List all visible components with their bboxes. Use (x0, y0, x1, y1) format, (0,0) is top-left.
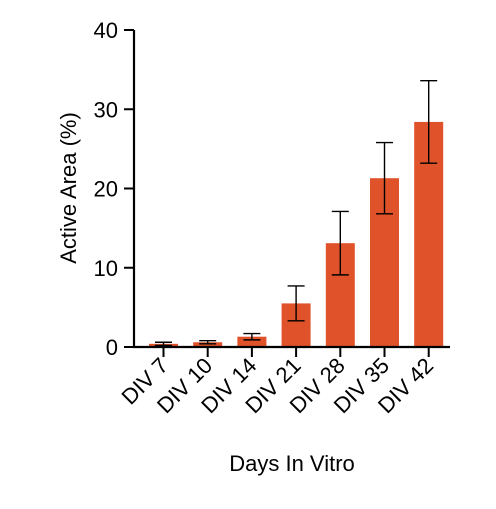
y-ticks-group: 0 10 20 30 40 (94, 18, 134, 360)
error-bar (155, 341, 172, 347)
error-bar (243, 332, 261, 341)
bar (237, 336, 267, 347)
error-bar (420, 80, 438, 164)
y-tick-label: 40 (94, 18, 118, 43)
bar (193, 342, 223, 347)
error-bar (331, 210, 349, 276)
error-bar (199, 339, 217, 345)
error-bar (376, 141, 393, 215)
y-tick-label: 20 (94, 177, 118, 202)
y-tick-label: 10 (94, 256, 118, 281)
y-axis-title: Active Area (%) (56, 112, 81, 264)
y-tick-label: 0 (106, 335, 118, 360)
error-bar (287, 285, 305, 322)
x-axis-title: Days In Vitro (229, 451, 355, 476)
y-tick-label: 30 (94, 97, 118, 122)
error-bars-group (155, 80, 438, 347)
